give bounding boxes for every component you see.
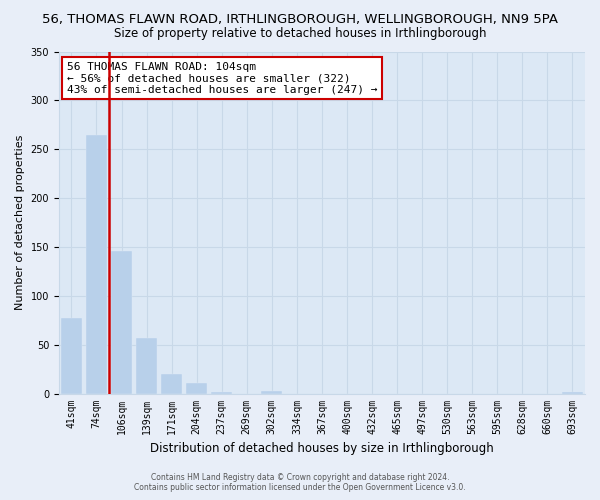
Bar <box>136 338 157 394</box>
Bar <box>161 374 182 394</box>
Bar <box>562 392 583 394</box>
Bar <box>261 390 283 394</box>
Text: 56, THOMAS FLAWN ROAD, IRTHLINGBOROUGH, WELLINGBOROUGH, NN9 5PA: 56, THOMAS FLAWN ROAD, IRTHLINGBOROUGH, … <box>42 12 558 26</box>
Bar <box>111 251 132 394</box>
Bar <box>186 383 208 394</box>
Text: 56 THOMAS FLAWN ROAD: 104sqm
← 56% of detached houses are smaller (322)
43% of s: 56 THOMAS FLAWN ROAD: 104sqm ← 56% of de… <box>67 62 377 95</box>
Text: Size of property relative to detached houses in Irthlingborough: Size of property relative to detached ho… <box>114 28 486 40</box>
Bar <box>61 318 82 394</box>
Bar <box>86 134 107 394</box>
Text: Contains HM Land Registry data © Crown copyright and database right 2024.
Contai: Contains HM Land Registry data © Crown c… <box>134 473 466 492</box>
Bar <box>211 392 232 394</box>
X-axis label: Distribution of detached houses by size in Irthlingborough: Distribution of detached houses by size … <box>150 442 494 455</box>
Y-axis label: Number of detached properties: Number of detached properties <box>15 135 25 310</box>
